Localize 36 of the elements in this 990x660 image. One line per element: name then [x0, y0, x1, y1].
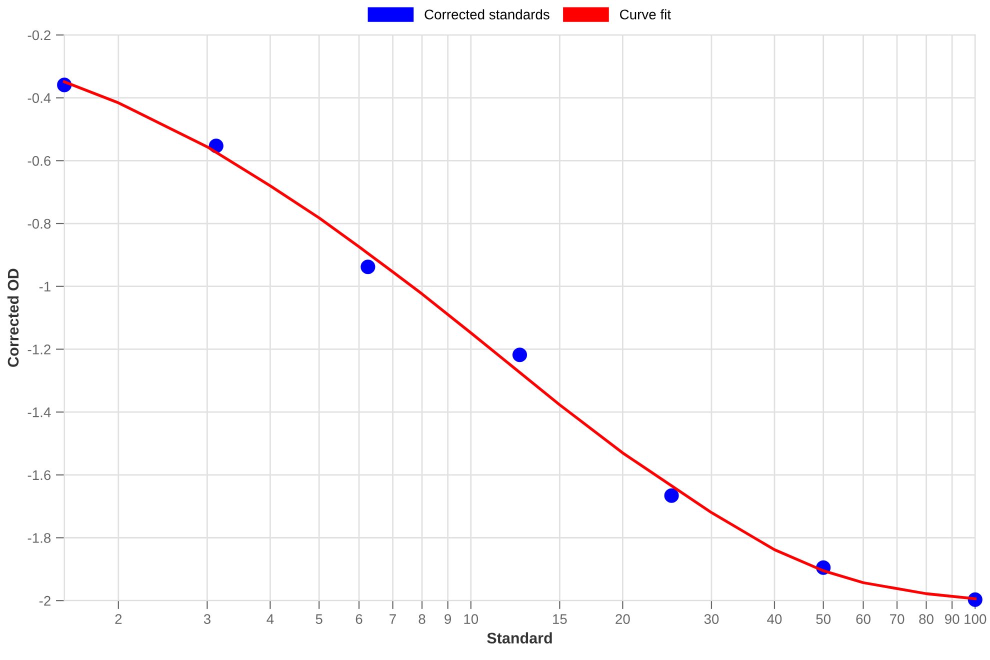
x-tick-label: 15 — [553, 614, 567, 624]
point — [664, 488, 679, 503]
x-tick-label: 80 — [919, 614, 934, 624]
x-tick-label: 20 — [616, 614, 630, 624]
x-tick-label: 9 — [444, 614, 452, 624]
y-tick-label: -1.2 — [28, 344, 50, 354]
x-tick-label: 30 — [704, 614, 719, 624]
x-tick-label: 7 — [390, 614, 396, 624]
y-tick-label: -2 — [39, 596, 50, 606]
x-tick-label: 100 — [964, 614, 986, 624]
x-tick-label: 50 — [816, 614, 831, 624]
x-axis-title: Standard — [487, 632, 552, 644]
y-tick-label: -0.8 — [28, 218, 51, 229]
x-tick-label: 90 — [945, 614, 960, 624]
x-tick-label: 6 — [356, 614, 362, 624]
y-axis-title: Corrected OD — [7, 268, 19, 367]
legend-label: Curve fit — [620, 9, 671, 20]
x-tick-label: 5 — [316, 614, 322, 624]
y-tick-label: -1.8 — [28, 533, 51, 543]
y-tick-label: -0.2 — [28, 30, 50, 40]
x-tick-label: 4 — [266, 614, 274, 624]
x-tick-label: 8 — [418, 614, 426, 624]
x-tick-label: 40 — [767, 614, 782, 624]
y-tick-label: -1 — [39, 282, 50, 292]
x-tick-label: 60 — [856, 614, 870, 624]
x-tick-label: 10 — [464, 614, 478, 624]
x-tick-label: 2 — [115, 614, 122, 624]
point — [360, 260, 376, 274]
x-tick-label: 3 — [204, 614, 210, 624]
y-tick-label: -0.4 — [28, 93, 51, 103]
legend-label: Corrected standards — [424, 9, 550, 20]
x-tick-label: 70 — [890, 614, 904, 624]
point — [512, 348, 528, 362]
y-tick-label: -0.6 — [28, 156, 51, 166]
y-tick-label: -1.6 — [28, 470, 51, 480]
y-tick-label: -1.4 — [28, 408, 51, 418]
